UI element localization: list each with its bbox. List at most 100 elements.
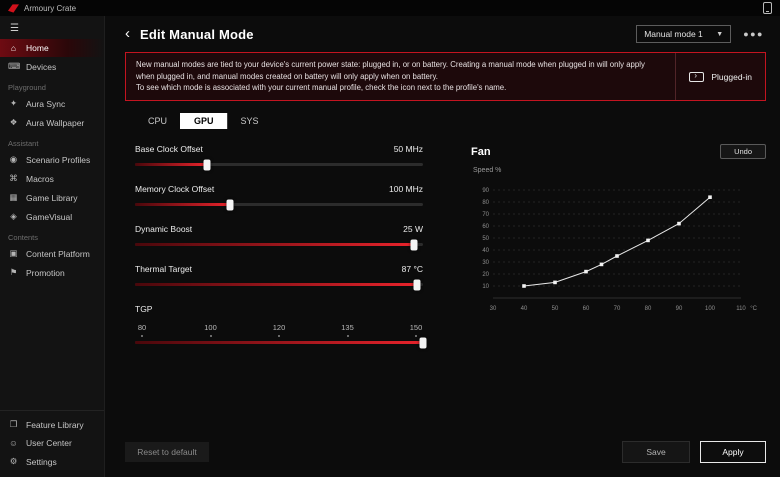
- svg-text:30: 30: [490, 306, 497, 312]
- tab-sys[interactable]: SYS: [226, 113, 272, 130]
- slider-handle[interactable]: [419, 337, 427, 349]
- page-header: ‹ Edit Manual Mode Manual mode 1 ▼ ●●●: [105, 16, 780, 51]
- rog-logo-icon: [8, 3, 19, 13]
- sidebar-bottom-group: ❐ Feature Library ☺ User Center ⚙ Settin…: [0, 410, 104, 477]
- svg-text:20: 20: [482, 272, 489, 278]
- sidebar-item-label: Aura Wallpaper: [26, 117, 85, 128]
- power-state-notice: New manual modes are tied to your device…: [125, 52, 766, 102]
- footer-actions: Reset to default Save Apply: [125, 441, 766, 463]
- slider-fill: [135, 243, 415, 247]
- scenario-profiles-icon: ◉: [9, 154, 18, 164]
- sidebar-item-feature-library[interactable]: ❐ Feature Library: [0, 415, 104, 434]
- slider-fill: [135, 283, 418, 287]
- fan-title: Fan: [471, 145, 491, 158]
- power-state-label: Plugged-in: [711, 71, 752, 82]
- tab-cpu[interactable]: CPU: [148, 116, 168, 127]
- sidebar-item-gamevisual[interactable]: ◈ GameVisual: [0, 207, 104, 226]
- sidebar-item-label: Promotion: [26, 267, 65, 278]
- svg-text:60: 60: [583, 306, 590, 312]
- memory-clock-offset-slider[interactable]: [135, 199, 423, 211]
- slider-label: Thermal Target: [135, 264, 193, 275]
- sidebar-item-scenario-profiles[interactable]: ◉ Scenario Profiles: [0, 150, 104, 169]
- undo-button[interactable]: Undo: [720, 144, 766, 160]
- content-platform-icon: ▣: [9, 248, 18, 258]
- apply-button[interactable]: Apply: [700, 441, 766, 463]
- slider-label: Dynamic Boost: [135, 224, 193, 235]
- slider-label: Memory Clock Offset: [135, 184, 215, 195]
- sidebar-item-label: Macros: [26, 173, 54, 184]
- svg-text:90: 90: [482, 188, 489, 194]
- thermal-target-slider[interactable]: [135, 279, 423, 291]
- base-clock-offset-slider[interactable]: [135, 159, 423, 171]
- sidebar-item-promotion[interactable]: ⚑ Promotion: [0, 263, 104, 282]
- sidebar-item-devices[interactable]: ⌨ Devices: [0, 57, 104, 76]
- sidebar-item-label: User Center: [26, 438, 72, 448]
- svg-text:80: 80: [645, 306, 652, 312]
- slider-base-clock-offset: Base Clock Offset 50 MHz: [135, 144, 423, 171]
- power-state-indicator: Plugged-in: [675, 53, 765, 101]
- home-icon: ⌂: [10, 43, 17, 53]
- sidebar-item-user-center[interactable]: ☺ User Center: [0, 434, 104, 452]
- fan-curve-point: [615, 254, 619, 258]
- fan-curve-chart[interactable]: 10 20 30 40 50 60 70 80 90 30 40 50 60 70 80 90 100 110 °C: [471, 176, 766, 321]
- slider-handle[interactable]: [413, 279, 421, 291]
- titlebar: Armoury Crate: [0, 0, 780, 16]
- tick-dot: [346, 335, 349, 338]
- fan-curve-point: [553, 280, 557, 285]
- sidebar: ☰ ⌂ Home ⌨ Devices Playground ✦ Aura Syn…: [0, 16, 105, 477]
- tick: 135: [341, 323, 355, 338]
- svg-text:40: 40: [482, 248, 489, 254]
- svg-text:70: 70: [482, 212, 489, 218]
- fan-curve-point: [522, 284, 526, 288]
- sliders-column: Base Clock Offset 50 MHz Memory Clock Of…: [135, 144, 427, 362]
- tick: 150: [409, 323, 423, 338]
- sidebar-heading-assistant: Assistant: [8, 139, 39, 148]
- sidebar-item-settings[interactable]: ⚙ Settings: [0, 452, 104, 471]
- svg-text:110: 110: [736, 306, 746, 312]
- reset-to-default-button[interactable]: Reset to default: [125, 442, 209, 462]
- slider-handle[interactable]: [226, 199, 234, 211]
- fan-curve-svg: 10 20 30 40 50 60 70 80 90 30 40 50 60 70 80 90 100 110 °C: [482, 188, 757, 312]
- tick-dot: [415, 335, 417, 338]
- tgp-slider[interactable]: [135, 337, 427, 349]
- sidebar-item-macros[interactable]: ⌘ Macros: [0, 169, 104, 188]
- fan-curve-point: [646, 238, 650, 243]
- sidebar-item-label: Aura Sync: [26, 98, 66, 109]
- back-button[interactable]: ‹: [125, 24, 130, 42]
- sidebar-item-home[interactable]: ⌂ Home: [0, 39, 104, 57]
- app-title: Armoury Crate: [24, 3, 77, 13]
- sidebar-heading-playground: Playground: [8, 83, 46, 92]
- slider-handle[interactable]: [410, 239, 418, 251]
- svg-text:100: 100: [705, 306, 716, 312]
- sidebar-item-aura-sync[interactable]: ✦ Aura Sync: [0, 94, 104, 113]
- dynamic-boost-slider[interactable]: [135, 239, 423, 251]
- sidebar-heading-contents: Contents: [8, 233, 39, 242]
- sidebar-item-label: Game Library: [26, 192, 78, 203]
- sidebar-item-game-library[interactable]: ▦ Game Library: [0, 188, 104, 207]
- tick: 80: [135, 323, 149, 338]
- svg-text:50: 50: [482, 236, 489, 242]
- sidebar-item-label: GameVisual: [26, 211, 73, 222]
- tab-gpu[interactable]: GPU: [180, 113, 227, 130]
- mobile-device-icon[interactable]: [763, 2, 772, 14]
- aura-wallpaper-icon: ❖: [9, 117, 18, 127]
- slider-label: TGP: [135, 304, 153, 315]
- manual-mode-select[interactable]: Manual mode 1 ▼: [636, 25, 732, 43]
- sidebar-item-label: Settings: [26, 456, 57, 467]
- slider-dynamic-boost: Dynamic Boost 25 W: [135, 224, 423, 251]
- sidebar-item-label: Feature Library: [26, 419, 84, 430]
- tick-dot: [141, 335, 143, 338]
- more-options-button[interactable]: ●●●: [743, 29, 764, 39]
- gpu-settings-content: Base Clock Offset 50 MHz Memory Clock Of…: [135, 144, 766, 362]
- page-title: Edit Manual Mode: [140, 26, 254, 42]
- sidebar-item-aura-wallpaper[interactable]: ❖ Aura Wallpaper: [0, 113, 104, 132]
- tick-dot: [278, 335, 280, 338]
- notice-text: New manual modes are tied to your device…: [126, 53, 675, 100]
- slider-handle[interactable]: [203, 159, 211, 171]
- save-button[interactable]: Save: [622, 441, 690, 463]
- sidebar-item-content-platform[interactable]: ▣ Content Platform: [0, 244, 104, 263]
- devices-icon: ⌨: [8, 61, 21, 71]
- slider-tgp: TGP 80 100 120 135 150: [135, 304, 427, 349]
- menu-icon[interactable]: ☰: [10, 23, 19, 34]
- slider-fill: [135, 163, 207, 167]
